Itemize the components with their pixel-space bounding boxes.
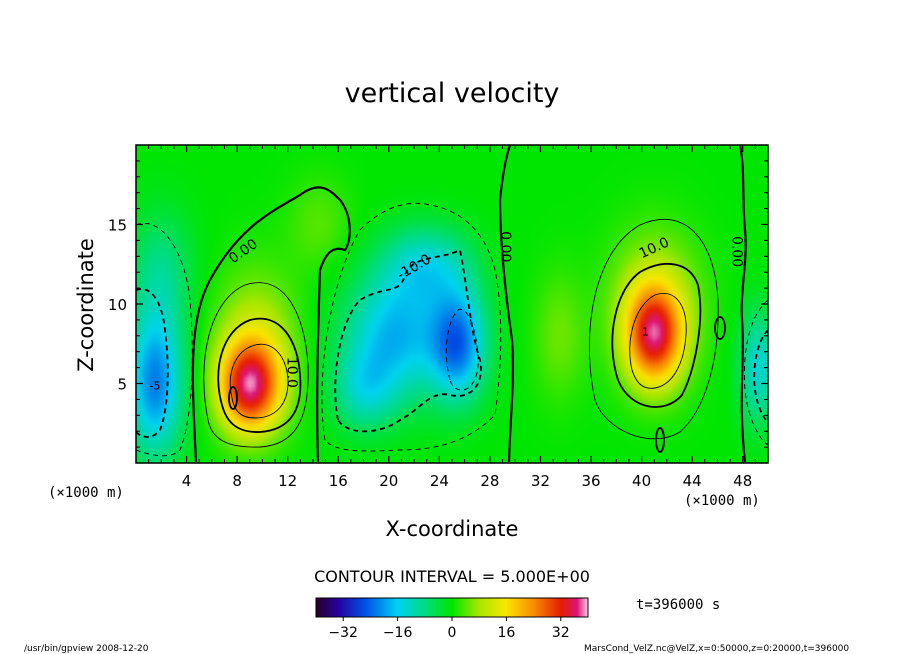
contour-label: 0.00 (728, 236, 744, 267)
neg-contour (743, 299, 768, 446)
neg-contour (136, 288, 169, 438)
colorbar (316, 598, 588, 617)
x-axis: 4 8 12 16 20 24 28 32 36 40 44 48 (148, 145, 756, 490)
pos-contour (203, 282, 309, 448)
zero-contour (191, 186, 351, 463)
x-tick-label: 16 (329, 472, 348, 490)
time-text: t=396000 s (636, 597, 720, 613)
y-tick-label: 10 (108, 296, 127, 314)
x-tick-label: 48 (733, 472, 752, 490)
contour-lines (136, 145, 768, 463)
neg-contour (753, 329, 768, 423)
y-axis: 5 10 15 (108, 160, 768, 448)
x-unit-left: (×1000 m) (48, 485, 124, 501)
extremum-label: -5 (149, 380, 160, 393)
footer-right: MarsCond_VelZ.nc@VelZ,x=0:50000,z=0:2000… (584, 644, 849, 654)
x-axis-label: X-coordinate (386, 517, 519, 541)
pos-contour (714, 316, 726, 340)
contour-interval-text: CONTOUR INTERVAL = 5.000E+00 (314, 567, 590, 586)
x-tick-label: 8 (232, 472, 242, 490)
x-unit-right: (×1000 m) (684, 493, 760, 509)
contour-label: 0.00 (497, 231, 513, 262)
y-tick-label: 5 (117, 376, 127, 394)
zero-contour (655, 427, 665, 453)
x-tick-label: 40 (632, 472, 651, 490)
y-tick-label: 15 (108, 217, 127, 235)
x-tick-label: 28 (480, 472, 499, 490)
neg-contour (321, 202, 502, 452)
colorbar-ticks: −32 −16 0 16 32 (328, 617, 570, 641)
pos-contour (629, 293, 687, 389)
x-tick-label: 4 (182, 472, 192, 490)
colorbar-tick-label: 16 (497, 625, 515, 641)
neg-contour (136, 222, 193, 457)
colorbar-tick-label: −32 (328, 625, 358, 641)
heatmap-field (136, 145, 768, 463)
pos-contour (229, 343, 289, 419)
zero-contour (738, 145, 747, 463)
extremum-label: 1 (642, 326, 649, 339)
x-tick-label: 24 (430, 472, 449, 490)
x-tick-label: 12 (278, 472, 297, 490)
colorbar-tick-label: 32 (552, 625, 570, 641)
colorbar-tick-label: −16 (383, 625, 413, 641)
x-tick-label: 44 (683, 472, 702, 490)
pos-contour (217, 317, 302, 433)
footer-left: /usr/bin/gpview 2008-12-20 (24, 644, 149, 654)
y-axis-label: Z-coordinate (74, 238, 98, 372)
colorbar-tick-label: 0 (448, 625, 457, 641)
pos-contour (588, 219, 719, 440)
neg-contour (445, 309, 479, 391)
pos-contour (611, 263, 702, 408)
zero-contour (498, 145, 515, 463)
x-tick-label: 36 (581, 472, 600, 490)
x-tick-label: 20 (379, 472, 398, 490)
pos-contour (228, 386, 238, 410)
contour-label: 10.0 (283, 357, 299, 388)
x-tick-label: 32 (531, 472, 550, 490)
chart-title: vertical velocity (345, 78, 560, 109)
